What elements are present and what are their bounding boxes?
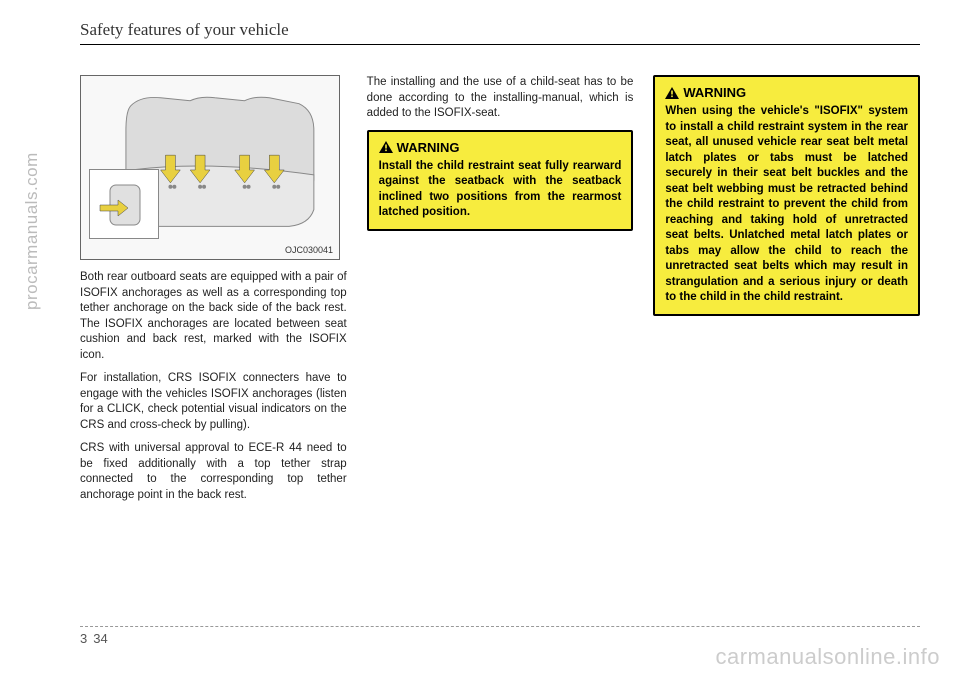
page: Safety features of your vehicle [0, 0, 960, 676]
bottom-watermark: carmanualsonline.info [715, 644, 940, 670]
warning-label: WARNING [683, 85, 746, 100]
paragraph: The installing and the use of a child-se… [367, 75, 634, 122]
page-title: Safety features of your vehicle [80, 20, 920, 40]
section-number: 3 [80, 631, 87, 646]
warning-triangle-icon [665, 87, 679, 99]
content-columns: OJC030041 Both rear outboard seats are e… [80, 75, 920, 511]
footer: 3 34 [80, 626, 920, 646]
column-3: WARNING When using the vehicle's "ISOFIX… [653, 75, 920, 511]
figure-code: OJC030041 [285, 245, 333, 255]
figure-isofix-seat: OJC030041 [80, 75, 340, 260]
side-watermark: procarmanuals.com [22, 152, 42, 310]
inset-illustration [90, 170, 160, 240]
warning-box: WARNING Install the child restraint seat… [367, 130, 634, 231]
warning-box: WARNING When using the vehicle's "ISOFIX… [653, 75, 920, 316]
figure-inset [89, 169, 159, 239]
paragraph: CRS with universal approval to ECE-R 44 … [80, 441, 347, 503]
page-number: 34 [93, 631, 107, 646]
warning-label: WARNING [397, 140, 460, 155]
warning-title-row: WARNING [379, 140, 622, 155]
column-2: The installing and the use of a child-se… [367, 75, 634, 511]
paragraph: For installation, CRS ISOFIX connecters … [80, 371, 347, 433]
warning-text: When using the vehicle's "ISOFIX" system… [665, 104, 908, 306]
warning-text: Install the child restraint seat fully r… [379, 159, 622, 221]
header: Safety features of your vehicle [80, 20, 920, 45]
column-1: OJC030041 Both rear outboard seats are e… [80, 75, 347, 511]
warning-title-row: WARNING [665, 85, 908, 100]
warning-triangle-icon [379, 141, 393, 153]
paragraph: Both rear outboard seats are equipped wi… [80, 270, 347, 363]
